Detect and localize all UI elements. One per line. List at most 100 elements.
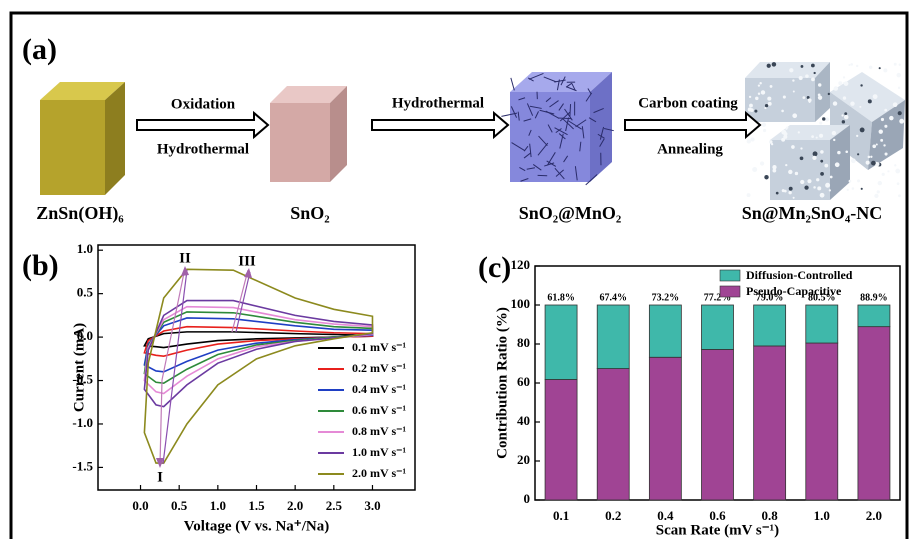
texture (838, 81, 842, 85)
texture (764, 175, 768, 179)
legend-label: 0.8 mV s⁻¹ (352, 424, 406, 438)
texture (771, 143, 773, 145)
step-label: Hydrothermal (157, 141, 249, 157)
panel-label: (c) (478, 251, 511, 284)
x-tick-label: 0.1 (553, 508, 569, 523)
y-tick-label: 0.5 (77, 285, 94, 300)
texture (768, 102, 772, 106)
texture (876, 143, 878, 145)
texture (893, 102, 898, 107)
bar-segment (545, 379, 577, 500)
texture (866, 161, 870, 165)
texture (860, 84, 862, 86)
cv-curve (144, 307, 372, 394)
x-tick-label: 3.0 (364, 498, 380, 513)
bar-segment (597, 369, 629, 500)
texture (755, 97, 758, 100)
texture (898, 194, 901, 197)
texture (847, 189, 849, 191)
texture (511, 78, 514, 91)
texture (772, 169, 776, 173)
x-tick-label: 0.6 (709, 508, 726, 523)
bar-segment (858, 327, 890, 500)
material-label: Sn@Mn₂SnO₄-NC (742, 203, 883, 223)
y-tick-label: 20 (517, 452, 530, 467)
panel-label: (b) (22, 249, 59, 282)
material-label: ZnSn(OH)₆ (36, 203, 124, 224)
texture (792, 79, 794, 81)
texture (842, 120, 845, 123)
texture (830, 176, 833, 179)
legend-label: 0.1 mV s⁻¹ (352, 340, 406, 354)
texture (813, 72, 815, 74)
x-tick-label: 1.0 (210, 498, 226, 513)
texture (763, 129, 766, 132)
texture (879, 67, 881, 69)
texture (845, 150, 848, 153)
texture (811, 135, 814, 138)
texture (789, 187, 793, 191)
texture (788, 170, 792, 174)
texture (833, 139, 835, 141)
texture (829, 189, 831, 191)
bar-segment (754, 305, 786, 346)
x-tick-label: 0.8 (762, 508, 779, 523)
legend-label: 0.4 mV s⁻¹ (352, 382, 406, 396)
texture (820, 150, 824, 154)
texture (793, 197, 795, 199)
legend-swatch (720, 286, 740, 297)
texture (874, 194, 878, 198)
texture (881, 118, 884, 121)
texture (820, 160, 823, 163)
legend-label: Pseudo-Capacitive (746, 284, 842, 298)
texture (848, 64, 850, 66)
texture (818, 96, 822, 100)
figure: (a) Oxidation Hydrothermal Hydrothermal … (0, 0, 918, 539)
step-label: Hydrothermal (392, 95, 484, 111)
cube-product (745, 62, 905, 200)
texture (754, 110, 757, 113)
texture (833, 101, 837, 105)
y-tick-label: 1.0 (77, 241, 93, 256)
texture (772, 165, 776, 169)
texture (570, 104, 571, 117)
texture (850, 63, 853, 66)
texture (899, 119, 904, 124)
y-tick-label: 120 (511, 257, 531, 272)
x-tick-label: 2.5 (326, 498, 343, 513)
texture (841, 114, 843, 116)
texture (897, 182, 900, 185)
texture (852, 187, 855, 190)
texture (834, 86, 839, 91)
texture (894, 63, 897, 66)
bar-segment (806, 305, 838, 343)
texture (872, 145, 876, 149)
texture (808, 98, 812, 102)
texture (857, 179, 860, 182)
process-arrow (372, 113, 508, 137)
texture (883, 144, 885, 146)
bar-segment (858, 305, 890, 327)
texture (849, 180, 852, 183)
texture (795, 172, 798, 175)
texture (877, 190, 880, 193)
legend-label: 0.2 mV s⁻¹ (352, 361, 406, 375)
texture (793, 91, 795, 93)
texture (818, 83, 821, 86)
cube-sno2-mno2 (501, 72, 613, 185)
annotation: II (179, 250, 191, 266)
texture (767, 64, 771, 68)
texture (765, 104, 768, 107)
texture (884, 125, 887, 128)
y-axis-title: Current (mA) (71, 323, 87, 412)
legend-label: 1.0 mV s⁻¹ (352, 445, 406, 459)
texture (860, 127, 865, 132)
texture (837, 151, 840, 154)
texture (747, 193, 751, 197)
bar-segment (597, 305, 629, 369)
x-tick-label: 0.0 (132, 498, 148, 513)
step-label: Annealing (657, 141, 723, 157)
texture (878, 181, 882, 185)
texture (772, 62, 777, 67)
x-tick-label: 0.4 (657, 508, 674, 523)
